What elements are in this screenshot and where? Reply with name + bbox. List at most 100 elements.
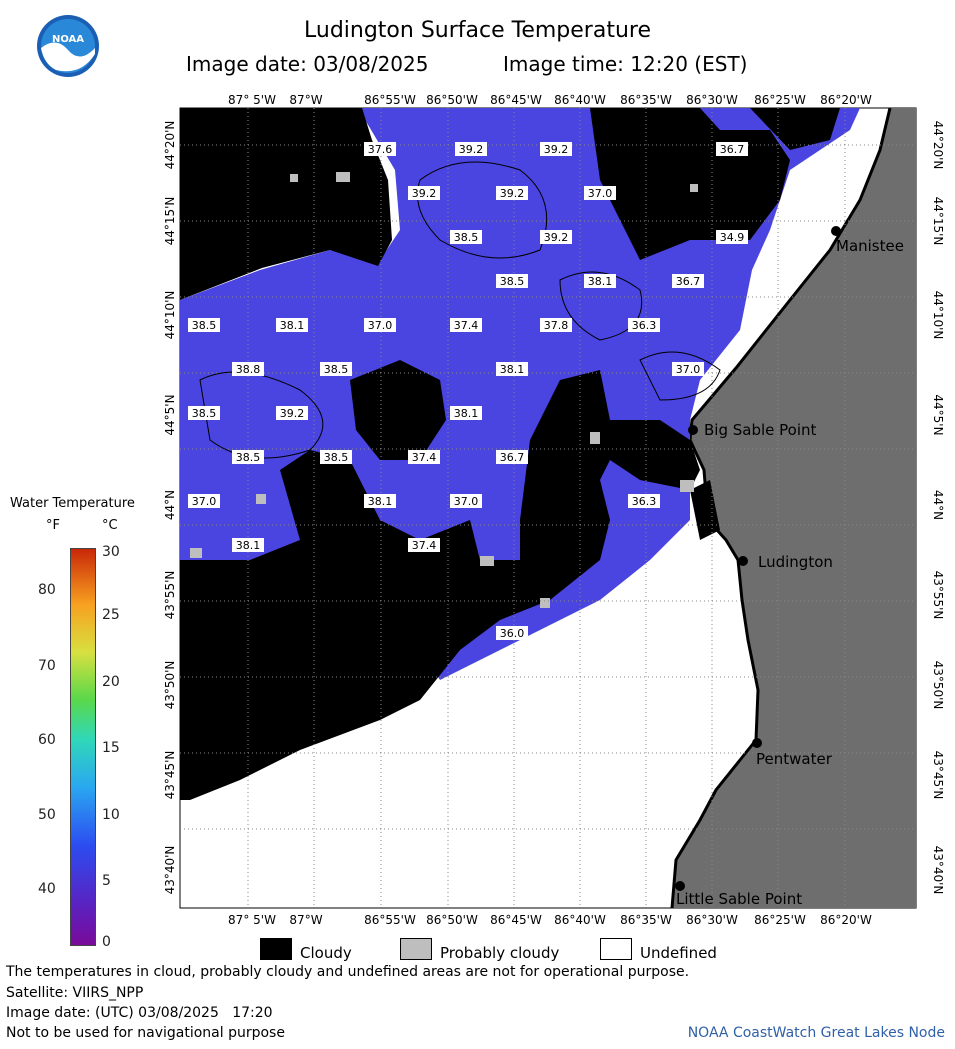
temperature-label-box (450, 406, 482, 420)
temperature-label-box (672, 274, 704, 288)
temperature-label: 36.7 (676, 275, 701, 288)
map-title: Ludington Surface Temperature (304, 18, 651, 43)
temperature-label: 38.5 (454, 231, 479, 244)
lon-label-top: 86°45'W (490, 93, 542, 107)
temperature-map: 37.6 39.2 39.2 36.7 39.2 39.2 37.0 38.5 39.2 34.9… (163, 93, 945, 927)
temperature-label: 37.0 (588, 187, 613, 200)
credit: NOAA CoastWatch Great Lakes Node (687, 1025, 945, 1041)
fahrenheit-tick: 40 (38, 881, 56, 897)
temperature-label-box (232, 450, 264, 464)
disclaimer: The temperatures in cloud, probably clou… (6, 964, 690, 980)
lon-label-bottom: 86°50'W (426, 913, 478, 927)
temperature-label: 36.7 (500, 451, 525, 464)
temperature-label-box (584, 186, 616, 200)
lon-label-bottom: 86°45'W (490, 913, 542, 927)
temperature-label-box (628, 318, 660, 332)
lon-label-bottom: 86°35'W (620, 913, 672, 927)
temperature-label: 36.3 (632, 495, 657, 508)
temperature-label-box (364, 318, 396, 332)
temperature-label-box (276, 318, 308, 332)
place-label: Ludington (758, 553, 833, 571)
fahrenheit-tick: 70 (38, 658, 56, 674)
temperature-label: 37.8 (544, 319, 569, 332)
temperature-label-box (408, 538, 440, 552)
celsius-tick: 20 (102, 674, 120, 690)
lat-label-left: 44°5'N (163, 394, 177, 435)
lon-label-top: 86°55'W (364, 93, 416, 107)
celsius-tick: 30 (102, 544, 120, 560)
place-label: Manistee (836, 237, 904, 255)
temperature-label-box (450, 230, 482, 244)
lon-label-bottom: 86°30'W (686, 913, 738, 927)
temperature-label: 36.3 (632, 319, 657, 332)
temperature-label: 38.5 (192, 319, 217, 332)
temperature-label-box (584, 274, 616, 288)
temperature-label: 38.1 (454, 407, 479, 420)
celsius-tick: 15 (102, 740, 120, 756)
probably-cloudy-swatch (400, 938, 432, 960)
land-area (672, 108, 916, 908)
place-label: Big Sable Point (704, 421, 817, 439)
place-label: Pentwater (756, 750, 833, 768)
celsius-tick: 0 (102, 934, 111, 950)
latitude-labels-left: 44°20'N 44°15'N 44°10'N 44°5'N 44°N 43°55'N 43… (163, 121, 177, 895)
lat-label-left: 44°N (163, 490, 177, 520)
unit-fahrenheit: °F (46, 518, 60, 533)
celsius-tick: 5 (102, 873, 111, 889)
place-marker (688, 425, 698, 435)
temperature-label: 39.2 (544, 143, 569, 156)
temperature-label-box (628, 494, 660, 508)
lat-label-left: 43°40'N (163, 846, 177, 895)
temperature-label-box (496, 362, 528, 376)
lat-label-left: 43°45'N (163, 751, 177, 800)
lat-label-right: 43°40'N (931, 846, 945, 895)
lat-label-left: 43°55'N (163, 571, 177, 620)
undefined-swatch (600, 938, 632, 960)
temperature-label-box (364, 494, 396, 508)
lon-label-bottom: 86°55'W (364, 913, 416, 927)
place-markers: Manistee Big Sable Point Ludington Pentwate… (675, 226, 904, 908)
lon-label-top: 86°40'W (554, 93, 606, 107)
celsius-tick: 10 (102, 807, 120, 823)
temperature-label: 37.0 (676, 363, 701, 376)
map-panel: 37.6 39.2 39.2 36.7 39.2 39.2 37.0 38.5 39.2 34.9… (179, 107, 917, 909)
temperature-label: 37.0 (192, 495, 217, 508)
temperature-label: 39.2 (412, 187, 437, 200)
temperature-label-box (364, 142, 396, 156)
latitude-labels-right: 44°20'N 44°15'N 44°10'N 44°5'N 44°N 43°55'N 43… (931, 121, 945, 895)
temperature-label-box (232, 362, 264, 376)
lon-label-bottom: 86°25'W (754, 913, 806, 927)
lat-label-right: 43°55'N (931, 571, 945, 620)
temperature-label: 38.1 (368, 495, 393, 508)
temperature-label: 38.5 (236, 451, 261, 464)
temperature-labels: 37.6 39.2 39.2 36.7 39.2 39.2 37.0 38.5 39.2 34.9… (188, 142, 748, 640)
temperature-label: 37.0 (368, 319, 393, 332)
temperature-label: 39.2 (544, 231, 569, 244)
lon-label-bottom: 86°20'W (820, 913, 872, 927)
temperature-label-box (716, 230, 748, 244)
temperature-label-box (276, 406, 308, 420)
temperature-label: 37.4 (412, 539, 437, 552)
temperature-label-box (496, 274, 528, 288)
place-marker (752, 738, 762, 748)
noaa-logo-icon: NOAA (37, 15, 99, 77)
temperature-label-box (716, 142, 748, 156)
temperature-label: 38.1 (280, 319, 305, 332)
image-date: Image date: 03/08/2025 (186, 52, 429, 76)
temperature-label-box (450, 494, 482, 508)
lat-label-right: 43°45'N (931, 751, 945, 800)
lon-label-top: 86°35'W (620, 93, 672, 107)
temperature-label-box (450, 318, 482, 332)
temperature-label: 37.4 (454, 319, 479, 332)
cloudy-label: Cloudy (300, 944, 352, 962)
cloudy-swatch (260, 938, 292, 960)
temperature-label: 38.5 (500, 275, 525, 288)
lat-label-right: 43°50'N (931, 661, 945, 710)
temperature-label-box (540, 318, 572, 332)
temperature-label: 37.4 (412, 451, 437, 464)
temperature-label: 39.2 (459, 143, 484, 156)
image-time: Image time: 12:20 (EST) (503, 52, 748, 76)
temperature-label: 36.7 (720, 143, 745, 156)
temperature-label: 38.5 (192, 407, 217, 420)
undefined-label: Undefined (640, 944, 717, 962)
